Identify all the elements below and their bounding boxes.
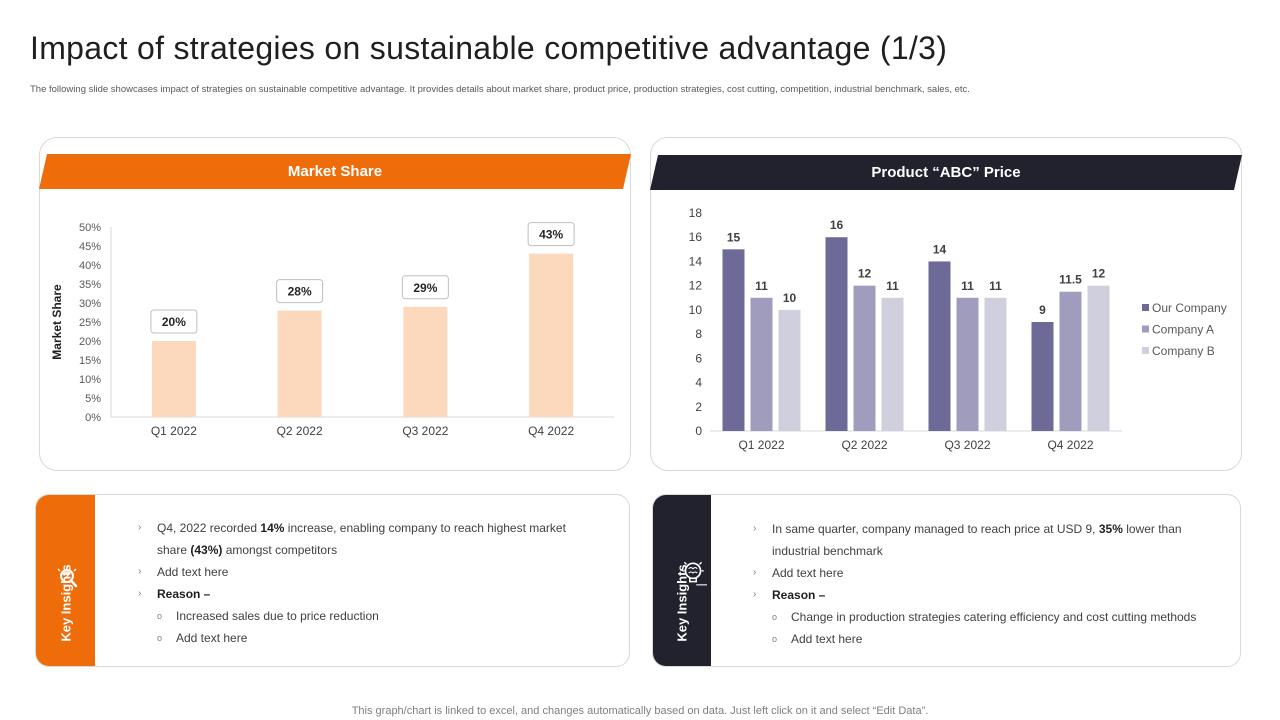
bar-q4-2022 [529, 253, 574, 417]
list-item: › In same quarter, company managed to rea… [753, 522, 1182, 558]
key-insights-left-side [36, 495, 95, 666]
y-tick-label: 0 [695, 424, 702, 438]
y-tick-label: 2 [695, 400, 702, 414]
legend-label: Company A [1152, 323, 1214, 337]
data-label: 12 [1092, 267, 1106, 281]
y-axis-title: Market Share [50, 284, 64, 360]
data-label-box [401, 275, 449, 300]
bar-company-b [881, 297, 904, 431]
list-item: o Add text here [772, 632, 863, 646]
bar-company-a [956, 297, 979, 431]
data-label: 9 [1039, 303, 1046, 317]
product-price-chart[interactable]: 0 2 4 6 8 10 12 14 16 18 15 11 10 Q1 2022 16 12 11 Q2 202… [650, 195, 1242, 465]
data-label-box [527, 222, 575, 247]
y-tick-label: 10 [689, 303, 703, 317]
bar-company-a [1059, 291, 1082, 431]
bar-company-b [778, 309, 801, 431]
bar-our-company [722, 249, 745, 431]
data-label: 20% [162, 315, 186, 329]
x-tick-label: Q3 2022 [944, 438, 990, 452]
bar-company-a [853, 285, 876, 431]
x-tick-label: Q1 2022 [738, 438, 784, 452]
legend-swatch [1142, 347, 1149, 354]
bar-company-b [984, 297, 1007, 431]
bar-q3-2022 [403, 306, 448, 417]
data-label: 11 [886, 279, 899, 293]
list-item: › Reason – [138, 587, 211, 601]
lightbulb-magnifier-icon [57, 566, 78, 588]
footer-note: This graph/chart is linked to excel, and… [351, 705, 929, 717]
bar-our-company [928, 261, 951, 431]
y-tick-label: 30% [79, 298, 101, 310]
data-label: 15 [727, 230, 741, 244]
data-label: 29% [413, 281, 437, 295]
x-tick-label: Q4 2022 [528, 424, 574, 438]
y-tick-label: 4 [695, 376, 702, 390]
legend-label: Company B [1152, 344, 1215, 358]
list-item: › Q4, 2022 recorded 14% increase, enablin… [138, 521, 566, 557]
y-tick-label: 6 [695, 351, 702, 365]
y-tick-label: 0% [85, 412, 101, 424]
x-tick-label: Q3 2022 [402, 424, 448, 438]
product-price-header: Product “ABC” Price [650, 155, 1242, 190]
y-tick-label: 12 [689, 279, 703, 293]
page-title: Impact of strategies on sustainable comp… [30, 30, 948, 66]
data-label: 11 [961, 279, 974, 293]
legend-swatch [1142, 304, 1149, 311]
market-share-header: Market Share [39, 154, 631, 189]
legend-label: Our Company [1152, 301, 1227, 315]
key-insights-left-label: Key Insights [58, 564, 73, 642]
y-tick-label: 45% [79, 241, 101, 253]
data-label: 11.5 [1059, 273, 1082, 287]
list-item: o Increased sales due to price reduction [157, 609, 379, 623]
bar-q1-2022 [151, 341, 196, 417]
y-tick-label: 25% [79, 317, 101, 329]
list-item: › Add text here [138, 565, 229, 579]
x-tick-label: Q2 2022 [841, 438, 887, 452]
key-insights-left-list: › Q4, 2022 recorded 14% increase, enablin… [138, 517, 618, 649]
key-insights-right: Key Insights › In same quarter, company m… [652, 494, 1241, 667]
list-item: › Reason – [753, 588, 826, 602]
data-label: 11 [755, 279, 768, 293]
key-insights-left: Key Insights › Q4, 2022 recorded 14% incr… [35, 494, 630, 667]
list-item: o Change in production strategies caterin… [772, 610, 1197, 624]
y-tick-label: 10% [79, 374, 101, 386]
y-tick-label: 20% [79, 336, 101, 348]
data-label: 10 [783, 291, 797, 305]
bar-q2-2022 [277, 310, 322, 417]
brain-lightbulb-icon [682, 561, 707, 586]
y-tick-label: 50% [79, 222, 101, 234]
page-subtitle: The following slide showcases impact of … [30, 84, 970, 95]
bar-company-b [1087, 285, 1110, 431]
list-item: › Add text here [753, 566, 844, 580]
data-label-box [150, 309, 198, 334]
y-tick-label: 35% [79, 279, 101, 291]
data-label: 28% [288, 285, 312, 299]
key-insights-right-label: Key Insights [674, 564, 690, 642]
data-label: 43% [539, 228, 563, 242]
bar-our-company [1031, 322, 1054, 431]
key-insights-right-list: › In same quarter, company managed to rea… [753, 518, 1233, 650]
market-share-chart[interactable]: 0% 5% 10% 15% 20% 25% 30% 35% 40% 45% 50% Market Sh… [39, 195, 631, 465]
key-insights-right-side [653, 495, 711, 666]
y-tick-label: 5% [85, 393, 101, 405]
legend-swatch [1142, 325, 1149, 333]
x-tick-label: Q4 2022 [1047, 438, 1093, 452]
x-tick-label: Q1 2022 [151, 424, 197, 438]
data-label: 11 [989, 279, 1002, 293]
list-item: o Add text here [157, 631, 248, 645]
data-label-box [276, 279, 324, 304]
y-tick-label: 8 [695, 327, 702, 341]
bar-company-a [750, 297, 773, 431]
bar-our-company [825, 237, 848, 431]
data-label: 14 [933, 242, 947, 256]
y-tick-label: 16 [689, 230, 703, 244]
y-tick-label: 14 [689, 254, 703, 268]
y-tick-label: 40% [79, 260, 101, 272]
y-tick-label: 18 [689, 206, 703, 220]
data-label: 16 [830, 218, 844, 232]
data-label: 12 [858, 267, 872, 281]
y-tick-label: 15% [79, 355, 101, 367]
x-tick-label: Q2 2022 [277, 424, 323, 438]
